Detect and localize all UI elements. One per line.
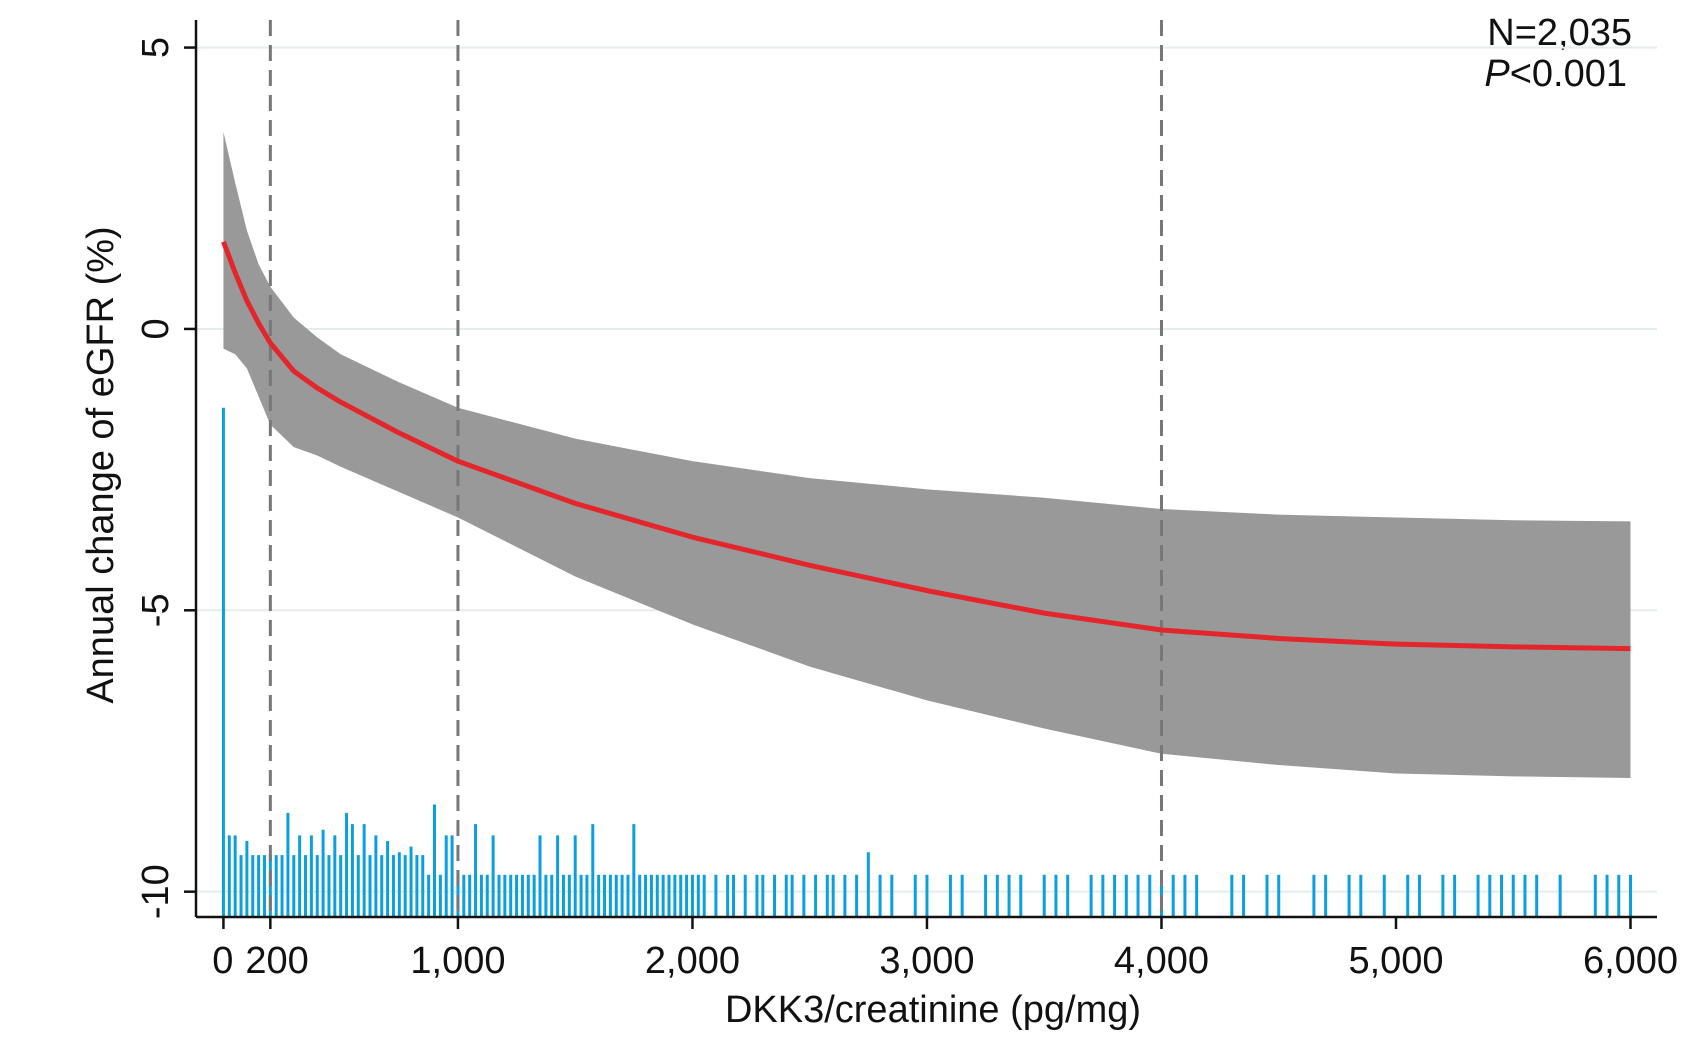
x-tick-label: 5,000 <box>1348 940 1443 982</box>
y-tick-label: 0 <box>135 318 177 339</box>
y-axis-title: Annual change of eGFR (%) <box>80 226 122 703</box>
x-tick-label: 200 <box>245 940 308 982</box>
x-tick-label: 4,000 <box>1114 940 1209 982</box>
confidence-band <box>223 131 1631 779</box>
x-tick-label: 0 <box>212 940 233 982</box>
p-text: <0.001 <box>1510 53 1627 95</box>
p-symbol: P <box>1484 53 1510 95</box>
x-axis-title: DKK3/creatinine (pg/mg) <box>725 989 1141 1031</box>
x-tick-label: 3,000 <box>879 940 974 982</box>
y-tick-label: -5 <box>135 593 177 627</box>
x-tick-label: 6,000 <box>1583 940 1678 982</box>
x-tick-label: 2,000 <box>645 940 740 982</box>
fit-line <box>221 240 1631 652</box>
y-tick-label: -10 <box>135 864 177 919</box>
x-tick-label: 1,000 <box>410 940 505 982</box>
p-value: P<0.001 <box>1484 53 1627 95</box>
y-tick-label: 5 <box>135 37 177 58</box>
